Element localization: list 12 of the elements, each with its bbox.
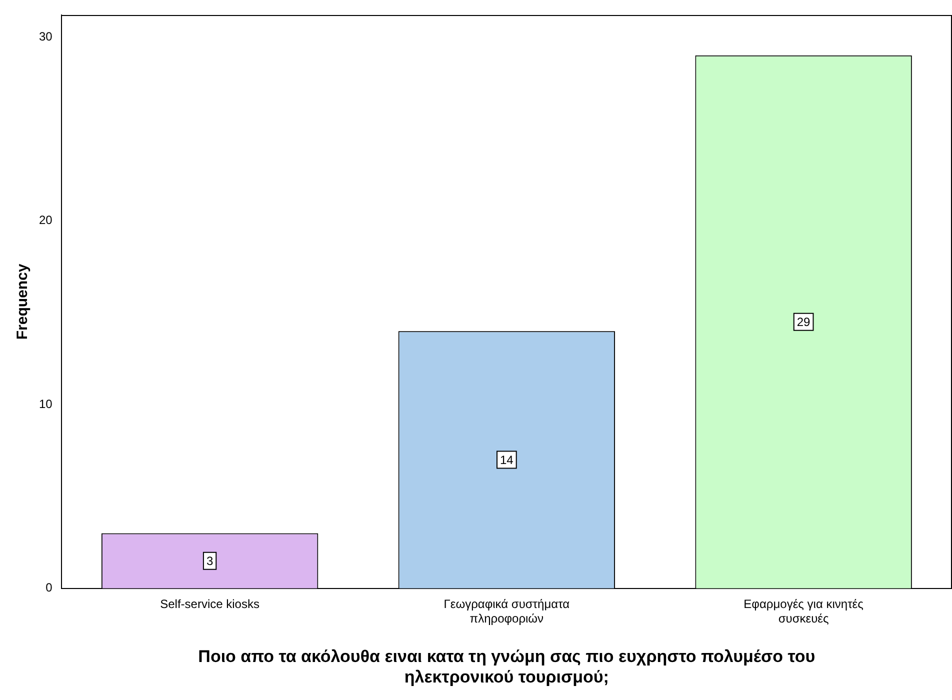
data-label: 14 — [500, 453, 514, 468]
x-tick-label: Γεωγραφικά συστήματα πληροφοριών — [444, 596, 570, 626]
y-tick-label: 0 — [46, 580, 53, 595]
x-tick-label: Εφαρμογές για κινητές συσκευές — [744, 596, 864, 626]
data-label: 3 — [206, 554, 214, 568]
x-tick-label: Self-service kiosks — [160, 596, 260, 611]
y-tick-label: 10 — [38, 396, 53, 411]
y-tick-label: 20 — [38, 213, 53, 228]
y-axis-title: Frequency — [14, 263, 32, 340]
x-axis-title: Ποιο απο τα ακόλουθα ειναι κατα τη γνώμη σας πιο ευχρηστο πολυμέσο του ηλεκτρονικού τουρισμού; — [198, 647, 816, 686]
y-tick-label: 30 — [38, 29, 53, 44]
data-label: 29 — [796, 315, 811, 330]
